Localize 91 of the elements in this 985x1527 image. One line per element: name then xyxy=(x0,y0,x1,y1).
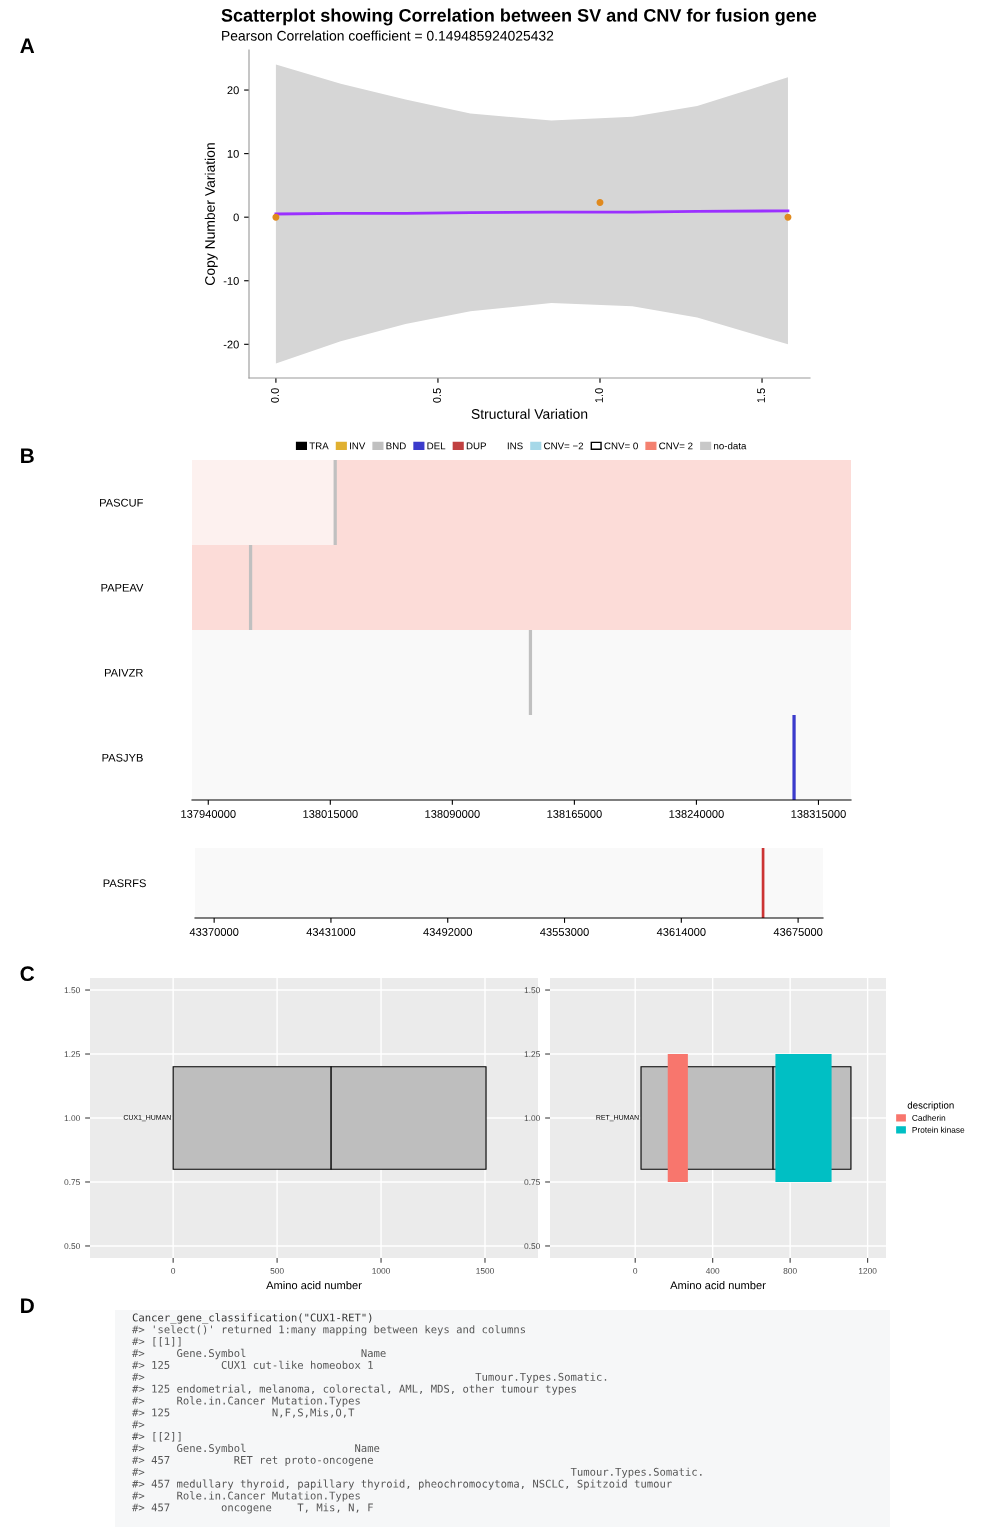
x-tick-label: 138315000 xyxy=(791,810,846,818)
y-tick-label: -20 xyxy=(223,340,239,349)
text: #> [[1]] xyxy=(132,1337,181,1347)
chart-subtitle: Pearson Correlation coefficient = 0.149485924025432 xyxy=(222,30,554,41)
y-axis-title: Copy Number Variation xyxy=(204,143,218,285)
x-tick-label: 138015000 xyxy=(303,810,358,818)
y-tick-label: 0 xyxy=(233,213,239,222)
text: A xyxy=(20,38,35,53)
y-tick-label: 1.50 xyxy=(64,987,80,994)
x-axis-title: Structural Variation xyxy=(471,408,588,419)
text: INS xyxy=(507,442,523,450)
y-tick-label: PASJYB xyxy=(102,753,143,762)
bar xyxy=(192,460,336,545)
legend-label: INV xyxy=(350,442,366,450)
y-tick-label: PAIVZR xyxy=(104,668,143,677)
y-tick-label: 1.50 xyxy=(524,987,540,994)
text: #> Gene.Symbol Name xyxy=(132,1443,380,1455)
bar xyxy=(333,460,337,545)
y-tick-label: 0.75 xyxy=(64,1179,80,1186)
y-tick-label: 10 xyxy=(227,149,239,158)
x-tick-label: 800 xyxy=(783,1267,797,1274)
text: #> xyxy=(132,1420,145,1429)
y-tick-label: 1.25 xyxy=(524,1051,540,1058)
x-tick-label: 138240000 xyxy=(669,810,724,818)
y-tick-label: 20 xyxy=(227,86,239,95)
chart-title: Scatterplot showing Correlation between SV and CNV for fusion gene xyxy=(221,8,817,26)
x-tick-label: 43553000 xyxy=(540,928,589,936)
text: #> 'select()' returned 1:many mapping between keys and columns xyxy=(132,1325,526,1336)
y-tick-label: 1.00 xyxy=(64,1115,80,1122)
x-tick-label: 0.0 xyxy=(271,388,279,403)
x-tick-label: 43675000 xyxy=(773,928,823,936)
x-tick-label: 0.5 xyxy=(433,388,441,403)
x-tick-label: 43370000 xyxy=(189,928,239,936)
text: Cancer_gene_classification("CUX1-RET") xyxy=(132,1313,372,1324)
y-tick-label: 1.25 xyxy=(64,1051,80,1058)
legend-label: DEL xyxy=(427,442,446,450)
x-axis-title: Amino acid number xyxy=(670,1281,766,1290)
x-tick-label: 138165000 xyxy=(547,810,602,818)
bar xyxy=(528,630,533,715)
x-tick-label: 43614000 xyxy=(656,928,706,936)
text: #> Tumour.Types.Somatic. xyxy=(132,1467,702,1478)
text: #> Role.in.Cancer Mutation.Types xyxy=(132,1396,360,1407)
text: #> 125 CUX1 cut-like homeobox 1 xyxy=(132,1360,373,1369)
x-tick-label: 0 xyxy=(171,1267,176,1274)
text: #> Role.in.Cancer Mutation.Types xyxy=(132,1491,360,1502)
legend-label: TRA xyxy=(309,442,329,450)
legend-label: Cadherin xyxy=(912,1114,946,1121)
text: C xyxy=(20,966,35,982)
x-tick-label: 1.0 xyxy=(595,388,603,403)
x-tick-label: 400 xyxy=(705,1267,720,1274)
x-tick-label: 1500 xyxy=(476,1267,494,1274)
y-tick-label: PASRFS xyxy=(103,879,146,888)
x-tick-label: 0 xyxy=(633,1267,638,1274)
text: #> [[2]] xyxy=(132,1432,181,1442)
y-tick-label: 0.75 xyxy=(524,1179,540,1186)
text: #> 125 N,F,S,Mis,O,T xyxy=(132,1408,355,1418)
x-tick-label: 1000 xyxy=(372,1267,390,1274)
y-tick-label: -10 xyxy=(223,277,239,285)
legend-label: CNV= −2 xyxy=(544,442,584,450)
text: #> 457 medullary thyroid, papillary thyroid, pheochromocytoma, NSCLC, Spitzoid tumour xyxy=(132,1479,672,1490)
x-tick-label: 137940000 xyxy=(181,810,236,818)
text: #> Tumour.Types.Somatic. xyxy=(132,1372,607,1383)
legend-label: DUP xyxy=(466,442,487,450)
x-tick-label: 500 xyxy=(270,1267,284,1274)
x-tick-label: 43492000 xyxy=(423,928,473,936)
x-tick-label: 1200 xyxy=(858,1267,877,1274)
bar xyxy=(667,1054,688,1182)
x-tick-label: 138090000 xyxy=(425,810,480,818)
legend-label: Protein kinase xyxy=(912,1126,965,1133)
bar xyxy=(775,1054,832,1182)
bar xyxy=(792,715,796,800)
legend-label: CNV= 2 xyxy=(659,442,693,450)
y-tick-label: PAPEAV xyxy=(101,583,144,592)
text: B xyxy=(21,448,34,463)
text: #> 125 endometrial, melanoma, colorectal, AML, MDS, other tumour types xyxy=(132,1384,576,1395)
legend-label: no-data xyxy=(714,442,747,450)
y-tick-label: 0.50 xyxy=(524,1243,540,1250)
y-tick-label: 0.50 xyxy=(64,1243,80,1250)
x-tick-label: 43431000 xyxy=(306,928,356,936)
legend-label: CNV= 0 xyxy=(604,442,638,450)
x-axis-title: Amino acid number xyxy=(266,1281,362,1290)
legend-label: BND xyxy=(386,442,406,450)
x-tick-label: 1.5 xyxy=(757,388,766,403)
text: #> 457 oncogene T, Mis, N, F xyxy=(132,1503,373,1514)
text: D xyxy=(21,1298,34,1313)
text: #> Gene.Symbol Name xyxy=(132,1348,386,1360)
bar xyxy=(248,545,253,630)
y-tick-label: PASCUF xyxy=(100,498,143,507)
y-tick-label: 1.00 xyxy=(524,1115,540,1122)
legend-title: description xyxy=(907,1101,954,1111)
text: #> 457 RET ret proto-oncogene xyxy=(132,1456,373,1466)
